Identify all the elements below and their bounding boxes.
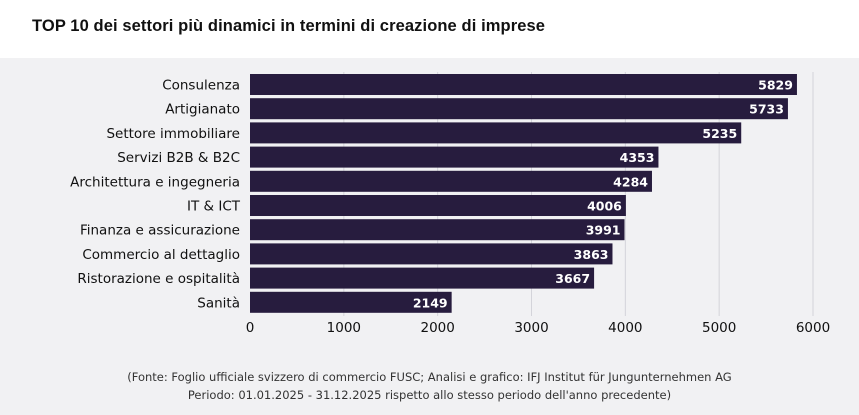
bars [250, 74, 797, 313]
value-label: 4284 [613, 174, 648, 189]
x-tick-label: 6000 [796, 320, 830, 336]
bar [250, 267, 595, 289]
source-line-2: Periodo: 01.01.2025 - 31.12.2025 rispett… [187, 388, 672, 402]
bar [250, 98, 788, 120]
bar [250, 122, 742, 144]
value-labels: 5829 5733 5235 4353 4284 4006 3991 3863 3667 2149 [413, 78, 793, 311]
value-label: 3667 [555, 271, 590, 286]
bar [250, 219, 625, 241]
value-label: 4353 [620, 150, 655, 165]
category-label: IT & ICT [187, 199, 241, 215]
x-axis-ticks: 0 1000 2000 3000 4000 5000 6000 [246, 320, 830, 336]
category-labels: Consulenza Artigianato Settore immobiliare… [70, 78, 241, 312]
bar [250, 146, 659, 168]
category-label: Architettura e ingegneria [70, 174, 240, 190]
value-label: 5235 [702, 126, 737, 141]
category-label: Finanza e assicurazione [80, 223, 240, 239]
value-label: 5829 [758, 78, 793, 93]
x-tick-label: 0 [246, 320, 255, 336]
bar [250, 243, 613, 265]
x-tick-label: 1000 [327, 320, 361, 336]
bar [250, 170, 652, 192]
chart-title: TOP 10 dei settori più dinamici in termi… [32, 17, 546, 35]
x-tick-label: 4000 [608, 320, 642, 336]
value-label: 5733 [749, 102, 784, 117]
category-label: Servizi B2B & B2C [117, 150, 240, 166]
x-tick-label: 3000 [514, 320, 548, 336]
category-label: Commercio al dettaglio [82, 247, 240, 263]
bar [250, 291, 452, 313]
bar-chart: Consulenza Artigianato Settore immobiliare… [70, 72, 830, 336]
chart-header: TOP 10 dei settori più dinamici in termi… [0, 0, 859, 58]
source-line-1: (Fonte: Foglio ufficiale svizzero di com… [127, 370, 732, 384]
category-label: Artigianato [165, 102, 240, 118]
bar [250, 195, 626, 216]
x-tick-label: 2000 [420, 320, 454, 336]
bar [250, 74, 797, 95]
category-label: Settore immobiliare [106, 126, 240, 142]
value-label: 2149 [413, 295, 448, 310]
source-note: (Fonte: Foglio ufficiale svizzero di com… [0, 368, 859, 404]
x-tick-label: 5000 [702, 320, 736, 336]
category-label: Sanità [197, 295, 240, 311]
value-label: 3991 [586, 223, 621, 238]
category-label: Ristorazione e ospitalità [77, 271, 240, 287]
value-label: 4006 [587, 199, 622, 214]
category-label: Consulenza [162, 78, 240, 94]
value-label: 3863 [574, 247, 609, 262]
